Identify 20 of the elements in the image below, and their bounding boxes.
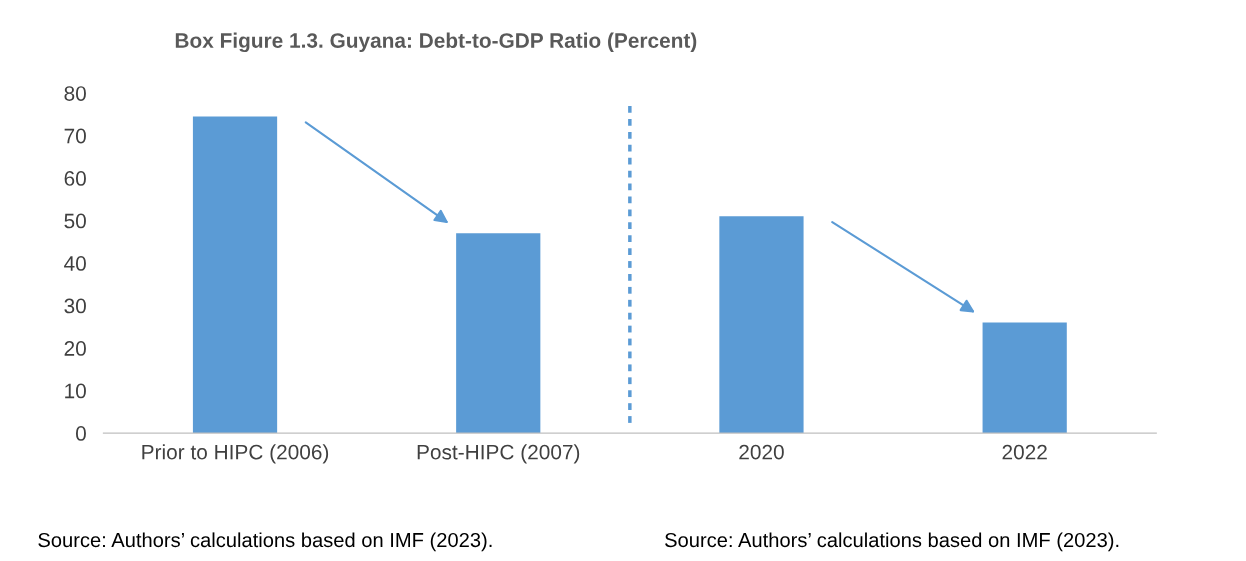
y-tick-label: 0 [75, 426, 86, 441]
y-tick-label: 10 [65, 383, 86, 399]
y-tick-label: 70 [64, 128, 86, 144]
source-note: Source: Authors’ calculations based on IMF (2023). [665, 532, 1119, 552]
y-tick-label: 80 [64, 86, 86, 101]
y-tick-label: 60 [64, 171, 86, 186]
source-note: Source: Authors’ calculations based on IMF (2023). [38, 532, 492, 552]
chart-title: Box Figure 1.3. Guyana: Debt-to-GDP Ratio (Percent) [175, 32, 697, 53]
x-tick-label: 2022 [1002, 444, 1047, 460]
y-tick-label: 20 [64, 341, 86, 356]
y-tick-label: 40 [64, 256, 86, 271]
x-tick-label: 2020 [739, 444, 784, 460]
y-tick-label: 50 [64, 213, 86, 229]
x-tick-label: Post-HIPC (2007) [417, 444, 580, 464]
bar [192, 116, 278, 434]
y-tick-label: 30 [64, 298, 86, 314]
x-tick-label: Prior to HIPC (2006) [142, 444, 329, 464]
bar [456, 233, 541, 434]
bar [719, 216, 804, 434]
bar [982, 322, 1067, 434]
